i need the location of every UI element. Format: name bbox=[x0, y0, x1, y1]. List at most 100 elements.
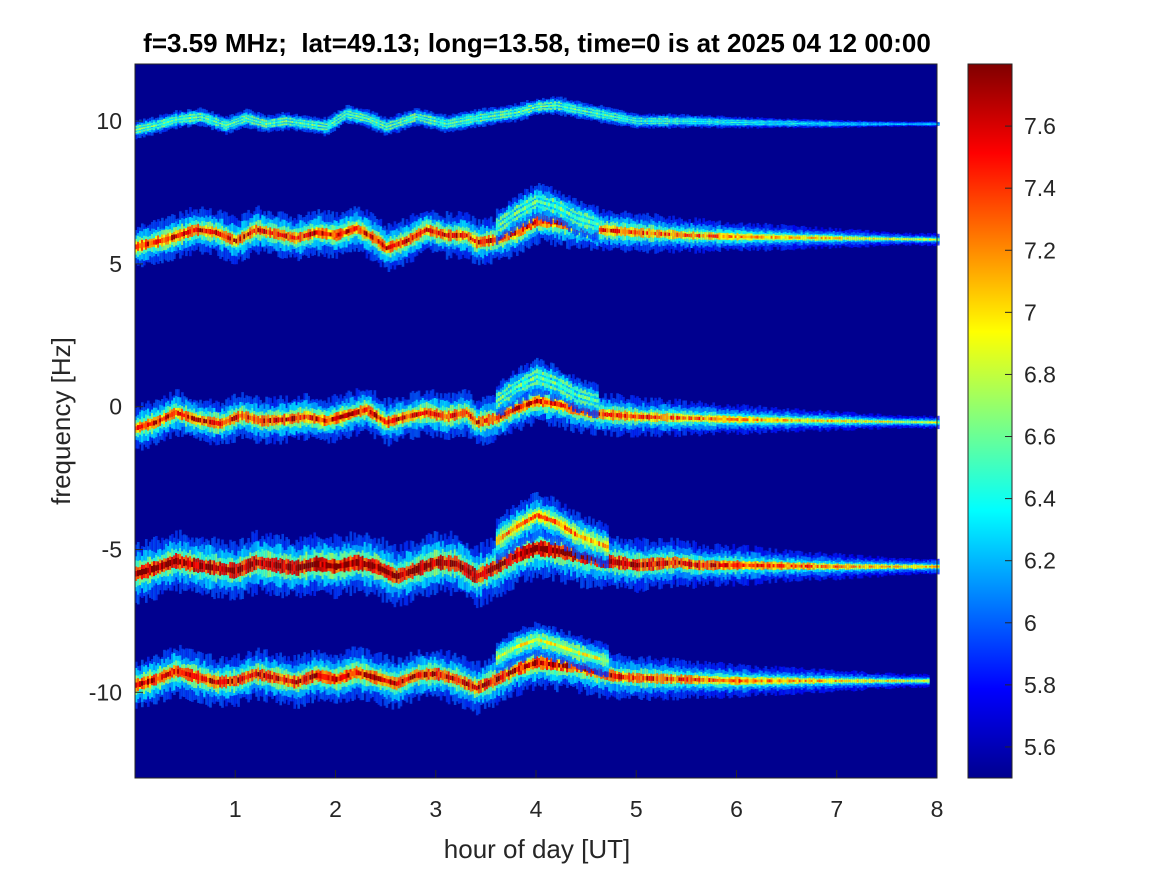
trace-segment bbox=[696, 234, 699, 238]
trace-segment bbox=[528, 108, 531, 110]
trace-segment bbox=[249, 118, 252, 121]
trace-segment bbox=[520, 110, 523, 113]
trace-segment bbox=[213, 420, 216, 425]
spectral-traces bbox=[135, 96, 940, 716]
trace-segment bbox=[173, 411, 176, 416]
trace-segment bbox=[425, 227, 429, 232]
trace-segment bbox=[698, 120, 701, 123]
trace-segment bbox=[313, 230, 316, 236]
trace-segment bbox=[598, 112, 601, 115]
trace-segment bbox=[540, 105, 543, 108]
trace-segment bbox=[155, 239, 158, 245]
trace-segment bbox=[255, 120, 258, 123]
trace-segment bbox=[227, 235, 230, 240]
trace-segment bbox=[205, 228, 208, 234]
trace-segment bbox=[507, 410, 511, 415]
trace-segment bbox=[229, 417, 232, 423]
trace-segment bbox=[249, 415, 252, 420]
trace-segment bbox=[201, 417, 204, 424]
trace-segment bbox=[912, 123, 916, 125]
trace-segment bbox=[441, 413, 445, 418]
trace-segment bbox=[389, 244, 393, 249]
trace-segment bbox=[728, 121, 732, 123]
trace-segment bbox=[874, 238, 878, 240]
trace-segment bbox=[530, 222, 533, 227]
trace-segment bbox=[183, 117, 186, 120]
trace-segment bbox=[562, 105, 565, 108]
trace-segment bbox=[237, 120, 240, 122]
trace-segment bbox=[277, 417, 280, 423]
trace-segment bbox=[447, 414, 451, 419]
trace-segment bbox=[171, 235, 174, 241]
trace-segment bbox=[479, 239, 483, 245]
trace-segment bbox=[211, 119, 214, 122]
trace-segment bbox=[335, 415, 339, 421]
trace-segment bbox=[169, 120, 172, 123]
trace-segment bbox=[227, 123, 230, 126]
trace-segment bbox=[676, 120, 679, 122]
trace-segment bbox=[219, 122, 222, 125]
trace-segment bbox=[179, 118, 182, 121]
trace-segment bbox=[760, 122, 764, 124]
trace-segment bbox=[159, 123, 162, 126]
trace-segment bbox=[674, 120, 677, 122]
trace-segment bbox=[317, 230, 321, 236]
trace-segment bbox=[732, 121, 736, 123]
trace-segment bbox=[493, 114, 497, 117]
trace-segment bbox=[900, 123, 904, 125]
trace-segment bbox=[754, 122, 758, 124]
trace-segment bbox=[794, 122, 798, 124]
trace-segment bbox=[441, 122, 445, 125]
trace-segment bbox=[191, 117, 194, 119]
trace-segment bbox=[501, 113, 505, 116]
trace-segment bbox=[810, 123, 814, 125]
trace-segment bbox=[738, 235, 742, 239]
trace-segment bbox=[151, 240, 154, 245]
trace-segment bbox=[616, 228, 619, 234]
trace-segment bbox=[682, 120, 685, 122]
trace-segment bbox=[355, 225, 359, 231]
trace-segment bbox=[391, 124, 395, 126]
trace-segment bbox=[628, 229, 631, 235]
trace-segment bbox=[311, 231, 314, 237]
trace-segment bbox=[929, 239, 932, 241]
trace-segment bbox=[353, 114, 357, 117]
trace-segment bbox=[754, 235, 758, 239]
trace-segment bbox=[664, 232, 667, 236]
trace-segment bbox=[680, 120, 683, 122]
trace-segment bbox=[215, 121, 218, 123]
trace-segment bbox=[664, 120, 667, 122]
trace-segment bbox=[329, 123, 333, 126]
trace-segment bbox=[483, 116, 487, 118]
trace-segment bbox=[532, 221, 535, 226]
trace-segment bbox=[275, 121, 278, 124]
trace-segment bbox=[888, 238, 892, 240]
trace-segment bbox=[560, 221, 563, 226]
trace-segment bbox=[345, 412, 349, 418]
trace-segment bbox=[413, 233, 417, 240]
trace-segment bbox=[327, 232, 331, 237]
trace-segment bbox=[411, 117, 415, 120]
trace-segment bbox=[485, 238, 489, 244]
trace-segment bbox=[223, 420, 226, 425]
trace-segment bbox=[820, 236, 824, 240]
trace-segment bbox=[453, 412, 457, 418]
trace-segment bbox=[417, 116, 421, 119]
trace-segment bbox=[137, 128, 140, 131]
trace-segment bbox=[925, 238, 928, 240]
trace-segment bbox=[670, 232, 673, 236]
trace-segment bbox=[427, 118, 431, 121]
trace-segment bbox=[588, 111, 591, 113]
trace-segment bbox=[730, 121, 734, 124]
trace-segment bbox=[297, 235, 300, 240]
trace-segment bbox=[503, 235, 507, 239]
trace-segment bbox=[441, 232, 445, 237]
trace-segment bbox=[682, 233, 685, 237]
trace-segment bbox=[750, 235, 754, 239]
trace-segment bbox=[375, 413, 379, 419]
trace-segment bbox=[283, 417, 286, 422]
trace-segment bbox=[161, 417, 164, 422]
trace-segment bbox=[790, 122, 794, 124]
trace-segment bbox=[748, 235, 752, 239]
trace-segment bbox=[816, 123, 820, 125]
